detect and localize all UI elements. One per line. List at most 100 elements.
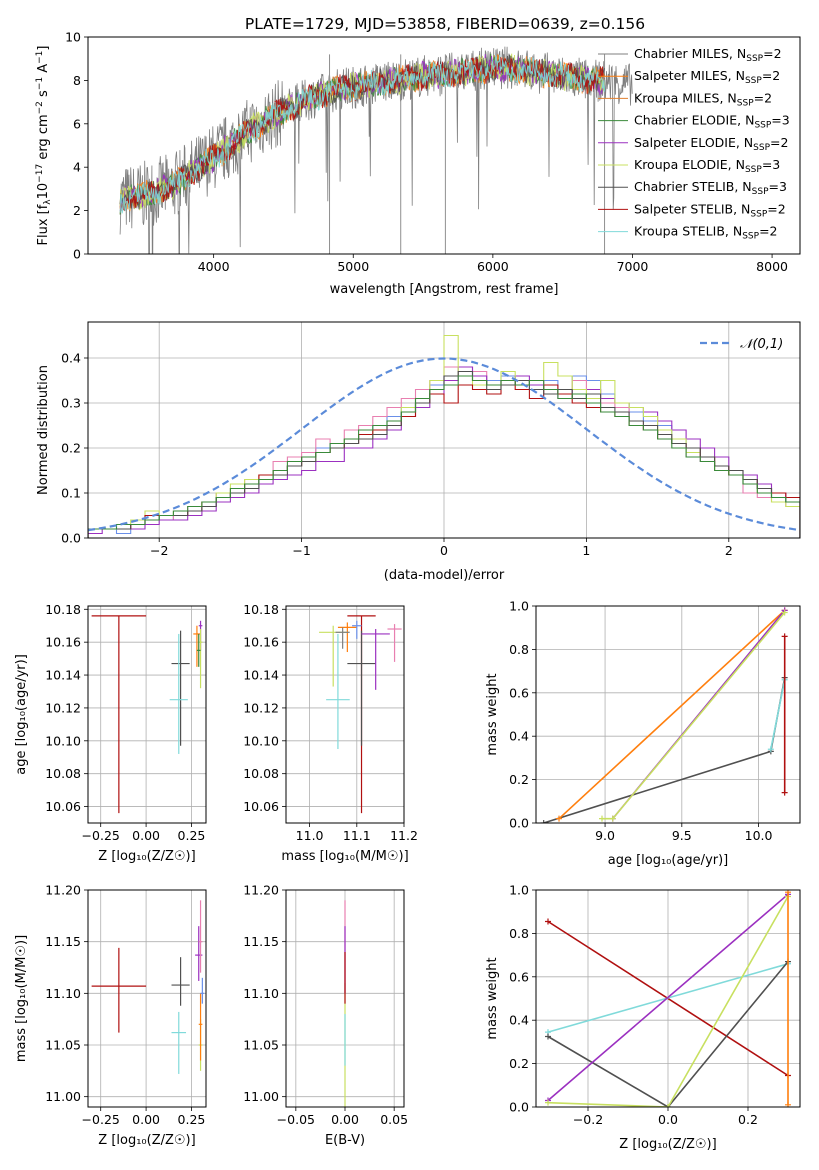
- x-tick-label: −0.05: [277, 1112, 315, 1127]
- axes-frame: [87, 321, 801, 539]
- legend: 𝒩(0,1): [700, 337, 783, 352]
- error-point: [171, 1011, 187, 1074]
- x-axis-label: Z [log₁₀(Z/Z☉)]: [98, 849, 195, 864]
- y-tick-label: 0.4: [509, 1013, 529, 1028]
- x-tick-label: 11.1: [343, 828, 371, 843]
- x-tick-label: 6000: [477, 259, 509, 274]
- y-tick-label: 6: [73, 116, 81, 131]
- x-axis-label: E(B-V): [325, 1133, 365, 1148]
- x-tick-label: 0: [440, 543, 448, 558]
- y-tick-label: 10.12: [45, 700, 81, 715]
- y-tick-label: 11.10: [243, 986, 279, 1001]
- y-tick-label: 1.0: [509, 599, 529, 614]
- y-tick-label: 0.8: [509, 642, 529, 657]
- y-tick-label: 0.3: [61, 396, 81, 411]
- error-point: [171, 957, 190, 1006]
- y-axis-label: mass weight: [485, 673, 500, 755]
- error-point: [196, 633, 201, 667]
- axes-frame: [87, 889, 207, 1108]
- x-tick-label: 10.0: [745, 828, 773, 843]
- axes-frame: [285, 889, 405, 1108]
- y-tick-label: 10.06: [45, 799, 81, 814]
- weight-series: [547, 896, 789, 1107]
- axes-4: 11.0 11.1 11.2 10.06 10.08 10.10 10.12 10.14 10.…: [243, 602, 418, 864]
- x-axis-label: Z [log₁₀(Z/Z☉)]: [619, 1137, 716, 1152]
- axes-2: −2 −1 0 1 2 0.0 0.1 0.2 0.3 0.4 𝒩(0,1) (data-model)…: [36, 321, 801, 583]
- x-tick-label: 2: [725, 543, 733, 558]
- marker: [599, 815, 605, 822]
- weight-series: [558, 609, 786, 820]
- x-tick-label: 9.5: [672, 828, 692, 843]
- marker: [540, 820, 547, 823]
- x-tick-label: 0.00: [331, 1112, 359, 1127]
- plot-area: [119, 46, 633, 254]
- legend-entry: Salpeter STELIB, NSSP=2: [634, 201, 786, 219]
- histogram-series: [88, 375, 800, 538]
- y-tick-label: 0.6: [509, 969, 529, 984]
- axes-frame: [535, 889, 801, 1108]
- legend-entry: Chabrier MILES, NSSP=2: [634, 46, 782, 64]
- x-tick-label: 0.2: [738, 1112, 758, 1127]
- legend-entry: Salpeter MILES, NSSP=2: [634, 68, 780, 86]
- error-point: [387, 624, 402, 662]
- error-point: [198, 629, 203, 689]
- x-tick-label: 0.25: [178, 828, 206, 843]
- x-tick-label: 0.0: [658, 1112, 678, 1127]
- y-axis-label: mass [log₁₀(M/M☉)]: [14, 935, 29, 1062]
- marker: [609, 815, 616, 822]
- x-axis-label: wavelength [Angstrom, rest frame]: [330, 282, 559, 297]
- y-tick-label: 10: [65, 30, 81, 45]
- legend-entry: Kroupa ELODIE, NSSP=3: [634, 157, 780, 175]
- y-tick-label: 0: [73, 247, 81, 262]
- error-point: [326, 633, 350, 750]
- error-point: [361, 629, 390, 690]
- y-tick-label: 0.0: [509, 1100, 529, 1115]
- error-point: [198, 900, 203, 973]
- axes-8: −0.2 0.0 0.2 0.0 0.2 0.4 0.6 0.8 1.0 Z [log₁₀(Z/Z…: [485, 883, 801, 1152]
- y-tick-label: 10.08: [45, 766, 81, 781]
- y-tick-label: 10.10: [45, 733, 81, 748]
- model-spectrum: [119, 54, 605, 210]
- x-tick-label: 11.2: [390, 828, 418, 843]
- error-point: [198, 993, 203, 1061]
- legend-entry: Kroupa MILES, NSSP=2: [634, 90, 772, 108]
- x-tick-label: −2: [150, 543, 168, 558]
- figure-title: PLATE=1729, MJD=53858, FIBERID=0639, z=0…: [245, 15, 645, 33]
- legend-entry: Kroupa STELIB, NSSP=2: [634, 224, 778, 242]
- marker: [545, 1099, 551, 1106]
- y-tick-label: 0.1: [61, 486, 81, 501]
- y-tick-label: 11.00: [45, 1089, 81, 1104]
- y-tick-label: 1.0: [509, 883, 529, 898]
- y-tick-label: 10.16: [45, 635, 81, 650]
- y-tick-label: 11.05: [243, 1038, 279, 1053]
- marker: [545, 918, 551, 925]
- y-tick-label: 0.4: [509, 729, 529, 744]
- axes-frame: [87, 605, 207, 824]
- axes-6: −0.25 0.00 0.25 11.00 11.05 11.10 11.15 11.20 Z …: [14, 883, 207, 1148]
- weight-series: [547, 893, 789, 1102]
- y-tick-label: 10.06: [243, 799, 279, 814]
- weight-series: [770, 679, 786, 750]
- legend-entry: Chabrier STELIB, NSSP=3: [634, 179, 787, 197]
- y-tick-label: 0.6: [509, 685, 529, 700]
- y-axis-label: Flux [fλ10−17 erg cm−2 s−1 A−1]: [35, 46, 53, 246]
- error-point: [335, 627, 350, 649]
- x-tick-label: 0.00: [132, 828, 160, 843]
- x-tick-label: 0.00: [132, 1112, 160, 1127]
- model-spectrum: [119, 56, 605, 212]
- error-point: [91, 947, 147, 1033]
- x-tick-label: 1: [582, 543, 590, 558]
- y-tick-label: 11.15: [45, 934, 81, 949]
- error-point: [200, 977, 205, 1004]
- y-tick-label: 0.2: [509, 772, 529, 787]
- model-spectrum: [119, 54, 605, 214]
- y-tick-label: 10.14: [45, 668, 81, 683]
- x-tick-label: 9.0: [595, 828, 615, 843]
- plot-area: [540, 607, 788, 823]
- x-tick-label: −0.2: [573, 1112, 603, 1127]
- y-tick-label: 11.10: [45, 986, 81, 1001]
- plot-area: [91, 900, 205, 1074]
- normal-curve: [88, 357, 800, 532]
